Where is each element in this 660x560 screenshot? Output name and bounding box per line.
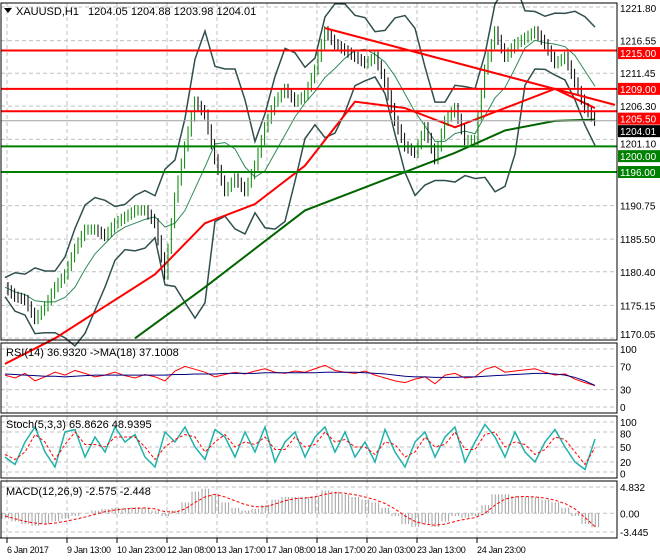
stoch-main-line [4,423,596,471]
macd-pane[interactable] [1,488,600,528]
stoch-frame [0,415,618,479]
rsi-pane[interactable] [4,364,596,387]
stoch-tick-label: 50 [620,443,632,454]
grid [1,3,617,538]
level-price-label: 1215.00 [620,49,657,60]
stoch-label: Stoch(5,3,3) 65.8626 48.9395 [6,419,152,431]
price-tick-label: 1185.50 [620,235,656,246]
level-price-label-tag [618,82,660,95]
price-tick-label: 1211.45 [620,69,656,80]
stoch-tick-label: 0 [620,470,626,481]
moving-average-red [4,87,596,365]
price-tick-label: 1201.10 [620,140,657,151]
level-price-label: 1209.00 [620,85,657,96]
macd-tick-label: 4.832 [620,483,645,494]
dropdown-triangle-icon[interactable] [4,8,12,13]
rsi-ma-line [4,371,596,386]
level-price-label: 1196.00 [620,168,656,179]
rsi-label: RSI(14) 36.9320 ->MA(18) 37.1008 [6,347,179,359]
level-price-label: 1200.00 [620,152,657,163]
time-tick-label: 6 Jan 2017 [7,545,49,555]
time-tick-label: 18 Jan 17:00 [317,545,366,555]
stoch-signal-line [4,431,596,466]
stoch-tick-label: 20 [620,458,632,469]
rsi-tick-label: 30 [620,386,632,397]
moving-average-green [134,118,596,340]
rsi-tick-label: 100 [620,345,637,356]
time-tick-label: 17 Jan 08:00 [267,545,316,555]
bollinger-mid [4,39,596,303]
rsi-tick-label: 0 [620,403,626,414]
price-tick-label: 1170.05 [620,330,656,341]
rsi-frame [0,342,618,414]
ohlc-readout: 1204.05 1204.88 1203.98 1204.01 [88,6,256,18]
bollinger-lower [4,68,596,348]
price-tick-label: 1216.55 [620,37,657,48]
stochastic-pane[interactable] [4,423,596,471]
price-tick-label: 1206.30 [620,102,657,113]
level-price-label-tag [618,166,660,179]
time-tick-label: 23 Jan 13:00 [417,545,466,555]
macd-signal-line [4,492,596,527]
price-pane[interactable] [1,0,617,365]
bollinger-upper [4,0,596,279]
current-price-label-tag [618,125,660,138]
time-tick-label: 12 Jan 08:00 [167,545,216,555]
time-tick-label: 10 Jan 23:00 [117,545,166,555]
time-tick-label: 20 Jan 03:00 [367,545,416,555]
main-frame [0,2,618,341]
trendline [324,27,616,106]
current-price-label: 1204.01 [620,127,657,138]
price-tick-label: 1190.75 [620,202,656,213]
macd-tick-label: 0.00 [620,509,640,520]
level-price-label-tag [618,150,660,163]
level-price-label-tag [618,112,660,125]
time-tick-label: 9 Jan 13:00 [67,545,111,555]
price-tick-label: 1180.40 [620,268,656,279]
time-tick-label: 13 Jan 17:00 [217,545,266,555]
macd-label: MACD(12,26,9) -2.575 -2.448 [6,486,151,498]
macd-tick-label: -3.445 [620,528,649,539]
price-tick-label: 1221.80 [620,4,657,15]
time-tick-label: 24 Jan 23:00 [477,545,526,555]
level-price-label: 1205.50 [620,115,657,126]
symbol-label: XAUUSD,H1 [16,6,79,18]
level-price-label-tag [618,47,660,60]
stoch-tick-label: 80 [620,430,632,441]
price-tick-label: 1175.15 [620,301,656,312]
stoch-tick-label: 100 [620,418,637,429]
rsi-tick-label: 70 [620,362,632,373]
